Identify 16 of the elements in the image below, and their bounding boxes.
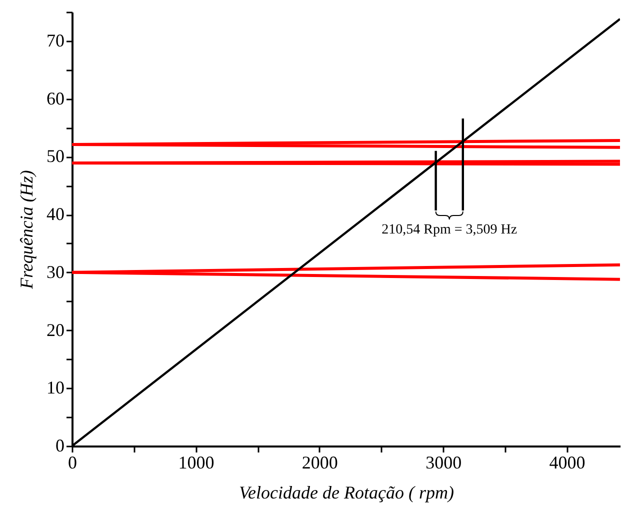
x-tick-label: 1000 [178, 452, 214, 472]
y-tick-label: 40 [46, 204, 64, 224]
y-tick-label: 60 [46, 88, 64, 108]
x-tick-label: 4000 [549, 452, 586, 472]
y-tick-label: 20 [46, 320, 64, 340]
y-tick-label: 10 [46, 378, 64, 398]
annotation: 210,54 Rpm = 3,509 Hz [382, 222, 518, 238]
y-tick-label: 30 [46, 262, 64, 282]
x-tick-label: 0 [68, 452, 77, 472]
x-axis-title: Velocidade de Rotação ( rpm) [239, 482, 454, 502]
y-axis-title: Frequência (Hz) [16, 170, 36, 290]
y-tick-label: 0 [56, 436, 64, 456]
x-tick-label: 2000 [302, 452, 338, 472]
y-tick-label: 50 [46, 146, 64, 166]
x-tick-label: 3000 [426, 452, 462, 472]
y-tick-label: 70 [46, 30, 64, 50]
